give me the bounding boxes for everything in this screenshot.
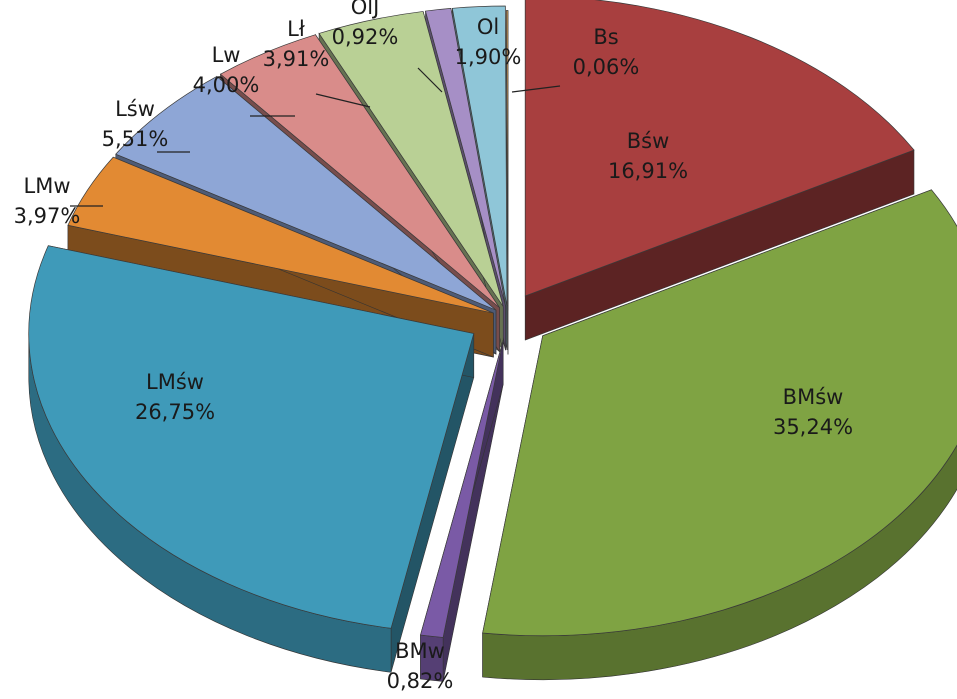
slice-value: 3,97% — [14, 204, 81, 228]
slice-label-LMśw: LMśw 26,75% — [135, 370, 215, 424]
slice-value: 4,00% — [193, 73, 260, 97]
slice-label-Lśw: Lśw 5,51% — [102, 97, 169, 151]
slice-Bs — [505, 10, 509, 355]
slice-top — [318, 11, 504, 307]
slice-top — [524, 0, 915, 297]
slice-label-BMśw: BMśw 35,24% — [773, 385, 853, 439]
slice-top — [482, 189, 957, 637]
leader-lines — [70, 67, 561, 207]
slice-top — [505, 10, 509, 311]
slice-Bśw — [524, 0, 915, 341]
slice-label-Bs: Bs 0,06% — [573, 25, 640, 79]
slice-value: 3,91% — [263, 47, 330, 71]
slice-name: BMśw — [783, 385, 844, 409]
slice-LMśw — [28, 245, 475, 673]
slice-value: 0,92% — [332, 25, 399, 49]
slice-value: 26,75% — [135, 400, 215, 424]
slice-value: 0,06% — [573, 55, 640, 79]
slice-value: 0,82% — [387, 669, 454, 693]
slice-top — [425, 8, 506, 307]
pie-slices — [28, 0, 957, 682]
slice-name: LMśw — [146, 370, 204, 394]
slice-label-Ol: Ol 1,90% — [455, 15, 522, 69]
slice-value: 1,90% — [455, 45, 522, 69]
slice-label-Lł: Lł 3,91% — [263, 17, 330, 71]
slice-top — [451, 5, 508, 307]
slice-value: 16,91% — [608, 159, 688, 183]
slice-label-Lw: Lw 4,00% — [193, 43, 260, 97]
slice-BMw — [420, 340, 504, 682]
slice-top — [115, 76, 497, 311]
slice-name: Bśw — [627, 129, 670, 153]
slice-name: Bs — [593, 25, 618, 49]
slice-label-OlJ: OlJ 0,92% — [332, 0, 399, 49]
slice-name: Lśw — [115, 97, 155, 121]
slice-name: BMw — [395, 639, 445, 663]
leader-line — [315, 93, 371, 108]
slice-label-Bśw: Bśw 16,91% — [608, 129, 688, 183]
slice-name: LMw — [24, 174, 71, 198]
slice-top — [219, 34, 500, 309]
slice-name: Ol — [477, 15, 499, 39]
slice-value: 35,24% — [773, 415, 853, 439]
slice-top — [420, 340, 504, 638]
slice-top — [67, 156, 494, 314]
slice-BMśw — [482, 189, 957, 681]
slice-labels: Bśw 16,91% BMśw 35,24% BMw 0,82% LMśw 26,75% LMw… — [14, 0, 853, 693]
slice-name: Lł — [287, 17, 305, 41]
leader-line — [511, 85, 561, 93]
slice-name: OlJ — [351, 0, 380, 19]
slice-top — [28, 245, 475, 629]
slice-name: Lw — [212, 43, 241, 67]
slice-label-BMw: BMw 0,82% — [387, 639, 454, 693]
slice-value: 5,51% — [102, 127, 169, 151]
slice-label-LMw: LMw 3,97% — [14, 174, 81, 228]
leader-line — [417, 67, 443, 93]
